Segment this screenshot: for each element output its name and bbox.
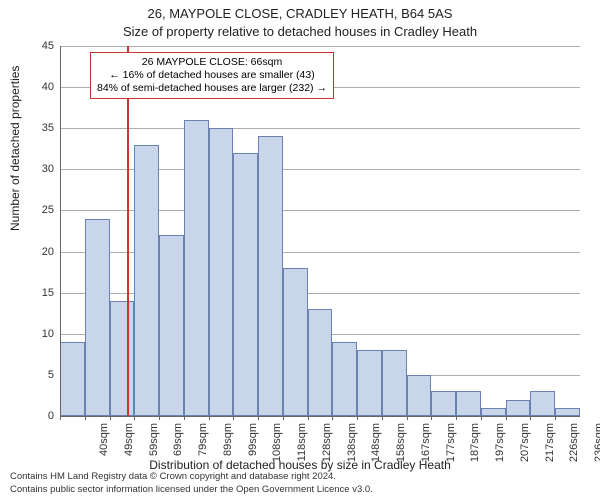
histogram-bar [481, 408, 506, 416]
x-tick-mark [332, 416, 333, 420]
x-tick-label: 148sqm [370, 423, 382, 463]
x-tick-mark [382, 416, 383, 420]
x-tick-label: 167sqm [420, 423, 432, 463]
x-tick-label: 197sqm [494, 423, 506, 463]
histogram-bar [209, 128, 234, 416]
x-axis-line [60, 416, 580, 417]
y-tick-label: 10 [0, 328, 54, 340]
x-tick-label: 69sqm [172, 423, 184, 463]
x-tick-mark [530, 416, 531, 420]
x-tick-label: 40sqm [98, 423, 110, 463]
footer-text: Contains HM Land Registry data © Crown c… [10, 471, 373, 496]
histogram-bar [134, 145, 159, 416]
x-tick-mark [555, 416, 556, 420]
footer-line-2: Contains public sector information licen… [10, 484, 373, 496]
histogram-bar [555, 408, 580, 416]
x-tick-label: 89sqm [222, 423, 234, 463]
x-tick-label: 236sqm [593, 423, 600, 463]
histogram-bar [357, 350, 382, 416]
x-tick-label: 108sqm [271, 423, 283, 463]
x-tick-mark [456, 416, 457, 420]
x-tick-mark [85, 416, 86, 420]
histogram-bar [159, 235, 184, 416]
x-tick-label: 158sqm [395, 423, 407, 463]
x-tick-label: 118sqm [296, 423, 308, 463]
x-tick-mark [258, 416, 259, 420]
x-tick-label: 207sqm [519, 423, 531, 463]
annotation-line-3: 84% of semi-detached houses are larger (… [97, 82, 327, 95]
x-tick-mark [159, 416, 160, 420]
x-tick-mark [407, 416, 408, 420]
x-tick-mark [481, 416, 482, 420]
histogram-bar [407, 375, 432, 416]
y-axis-label: Number of detached properties [8, 66, 22, 231]
histogram-bar [110, 301, 135, 416]
x-tick-mark [233, 416, 234, 420]
annotation-line-2: ← 16% of detached houses are smaller (43… [97, 69, 327, 82]
x-tick-label: 79sqm [197, 423, 209, 463]
x-tick-label: 177sqm [445, 423, 457, 463]
y-tick-label: 15 [0, 287, 54, 299]
x-tick-label: 128sqm [321, 423, 333, 463]
chart-supertitle: 26, MAYPOLE CLOSE, CRADLEY HEATH, B64 5A… [0, 6, 600, 21]
x-tick-label: 226sqm [568, 423, 580, 463]
histogram-bar [258, 136, 283, 416]
x-tick-mark [60, 416, 61, 420]
histogram-bar [456, 391, 481, 416]
histogram-bar [283, 268, 308, 416]
annotation-box: 26 MAYPOLE CLOSE: 66sqm ← 16% of detache… [90, 52, 334, 99]
x-tick-mark [431, 416, 432, 420]
histogram-bar [184, 120, 209, 416]
histogram-bar [332, 342, 357, 416]
footer-line-1: Contains HM Land Registry data © Crown c… [10, 471, 373, 483]
histogram-bar [60, 342, 85, 416]
histogram-bar [233, 153, 258, 416]
y-tick-label: 0 [0, 410, 54, 422]
x-tick-label: 187sqm [469, 423, 481, 463]
marker-line [127, 46, 129, 416]
x-tick-mark [357, 416, 358, 420]
x-tick-mark [184, 416, 185, 420]
x-axis-label: Distribution of detached houses by size … [0, 458, 600, 472]
x-tick-mark [134, 416, 135, 420]
x-tick-label: 49sqm [123, 423, 135, 463]
annotation-line-1: 26 MAYPOLE CLOSE: 66sqm [97, 56, 327, 69]
chart-title: Size of property relative to detached ho… [0, 24, 600, 39]
chart-container: { "supertitle": "26, MAYPOLE CLOSE, CRAD… [0, 0, 600, 500]
x-tick-mark [283, 416, 284, 420]
x-tick-mark [506, 416, 507, 420]
x-tick-label: 99sqm [247, 423, 259, 463]
histogram-bar [506, 400, 531, 416]
plot-area: 26 MAYPOLE CLOSE: 66sqm ← 16% of detache… [60, 46, 580, 416]
histogram-bar [431, 391, 456, 416]
histogram-bar [308, 309, 333, 416]
y-tick-label: 5 [0, 369, 54, 381]
y-tick-label: 45 [0, 40, 54, 52]
histogram-bar [530, 391, 555, 416]
x-tick-label: 138sqm [346, 423, 358, 463]
x-tick-mark [209, 416, 210, 420]
histogram-bar [382, 350, 407, 416]
y-axis-line [60, 46, 61, 416]
y-tick-label: 20 [0, 246, 54, 258]
x-tick-label: 59sqm [148, 423, 160, 463]
x-tick-mark [308, 416, 309, 420]
x-tick-label: 217sqm [544, 423, 556, 463]
histogram-bar [85, 219, 110, 416]
grid-line [60, 128, 580, 129]
x-tick-mark [110, 416, 111, 420]
grid-line [60, 46, 580, 47]
